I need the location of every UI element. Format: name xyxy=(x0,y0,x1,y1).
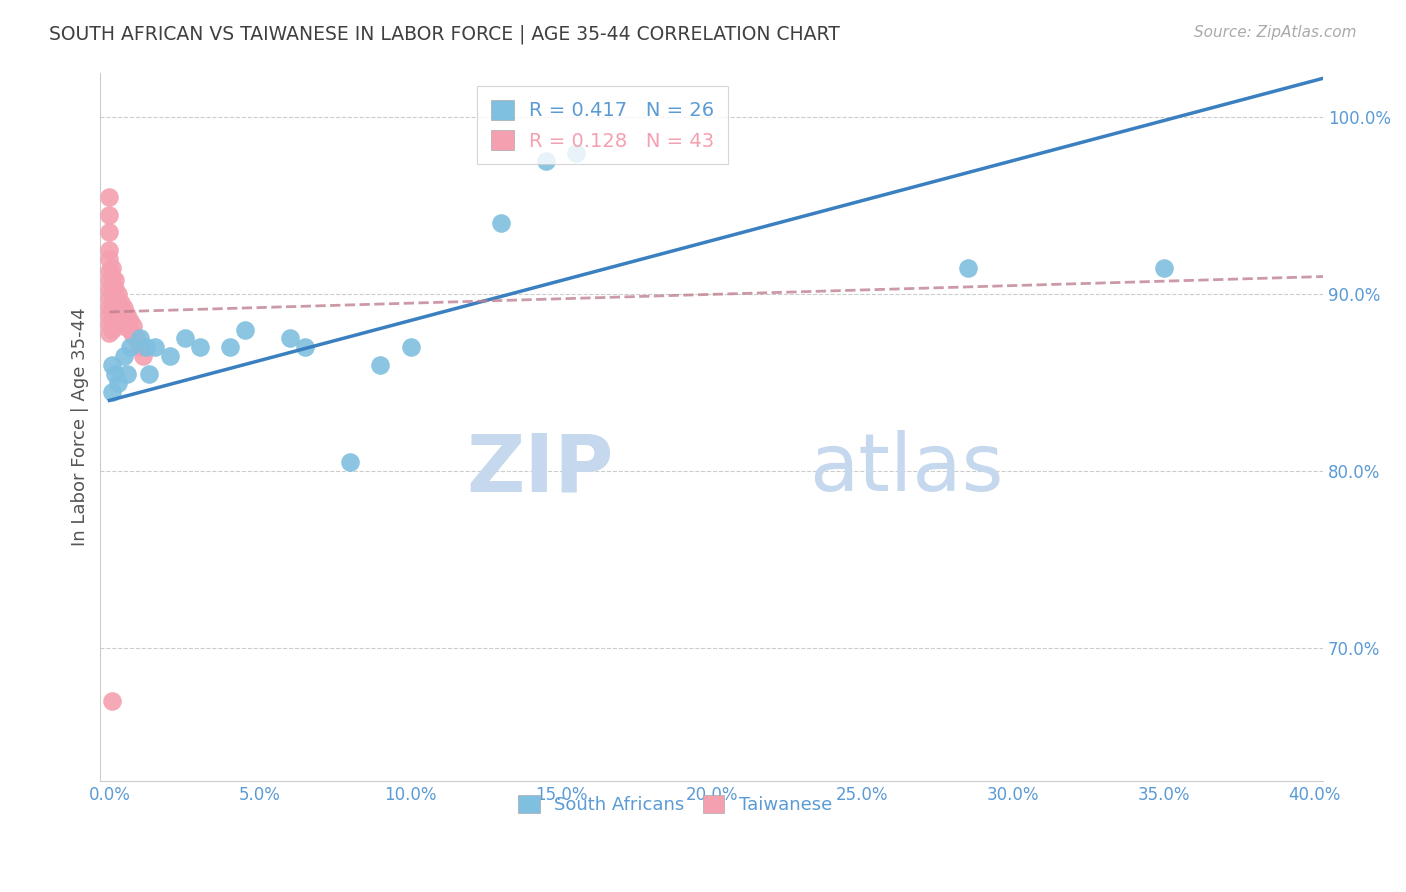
Point xyxy=(114,319,136,334)
Point xyxy=(117,367,139,381)
Point xyxy=(98,225,121,239)
Point xyxy=(120,323,142,337)
Point xyxy=(565,145,588,160)
Text: SOUTH AFRICAN VS TAIWANESE IN LABOR FORCE | AGE 35-44 CORRELATION CHART: SOUTH AFRICAN VS TAIWANESE IN LABOR FORC… xyxy=(49,25,841,45)
Point xyxy=(104,367,127,381)
Point xyxy=(101,384,124,399)
Point xyxy=(294,340,316,354)
Point xyxy=(1153,260,1175,275)
Point xyxy=(101,305,124,319)
Point xyxy=(98,190,121,204)
Point xyxy=(117,309,139,323)
Point xyxy=(98,273,121,287)
Point xyxy=(98,291,121,305)
Point xyxy=(98,309,121,323)
Point xyxy=(534,154,557,169)
Point xyxy=(128,340,150,354)
Point xyxy=(173,331,195,345)
Point xyxy=(101,296,124,310)
Y-axis label: In Labor Force | Age 35-44: In Labor Force | Age 35-44 xyxy=(72,308,89,546)
Point xyxy=(117,318,139,332)
Point xyxy=(233,323,256,337)
Point xyxy=(143,340,166,354)
Point xyxy=(120,340,142,354)
Text: atlas: atlas xyxy=(810,431,1004,508)
Point xyxy=(188,340,211,354)
Point xyxy=(128,331,150,345)
Text: Source: ZipAtlas.com: Source: ZipAtlas.com xyxy=(1194,25,1357,40)
Point xyxy=(104,282,127,296)
Point xyxy=(101,323,124,337)
Point xyxy=(107,305,129,319)
Point xyxy=(98,264,121,278)
Point xyxy=(122,327,145,342)
Point xyxy=(131,349,153,363)
Point xyxy=(101,269,124,284)
Point xyxy=(138,367,160,381)
Point xyxy=(101,694,124,708)
Point xyxy=(98,252,121,266)
Point xyxy=(956,260,979,275)
Point xyxy=(98,326,121,341)
Point xyxy=(104,273,127,287)
Point xyxy=(110,296,132,310)
Point xyxy=(98,243,121,257)
Point xyxy=(101,278,124,293)
Point xyxy=(218,340,240,354)
Point xyxy=(114,310,136,325)
Point xyxy=(104,300,127,314)
Point xyxy=(107,287,129,301)
Point xyxy=(135,340,157,354)
Point xyxy=(98,282,121,296)
Point xyxy=(114,301,136,316)
Point xyxy=(489,216,512,230)
Point xyxy=(399,340,422,354)
Point xyxy=(278,331,301,345)
Point xyxy=(370,358,392,372)
Point xyxy=(101,260,124,275)
Point xyxy=(98,208,121,222)
Point xyxy=(107,296,129,310)
Point xyxy=(101,287,124,301)
Point xyxy=(110,305,132,319)
Legend: South Africans, Taiwanese: South Africans, Taiwanese xyxy=(508,784,842,825)
Point xyxy=(104,291,127,305)
Point xyxy=(107,376,129,390)
Point xyxy=(114,349,136,363)
Point xyxy=(159,349,181,363)
Point xyxy=(101,314,124,328)
Point xyxy=(339,455,361,469)
Point xyxy=(122,319,145,334)
Point xyxy=(120,314,142,328)
Point xyxy=(98,318,121,332)
Text: ZIP: ZIP xyxy=(467,431,614,508)
Point xyxy=(125,331,148,345)
Point xyxy=(98,300,121,314)
Point xyxy=(101,358,124,372)
